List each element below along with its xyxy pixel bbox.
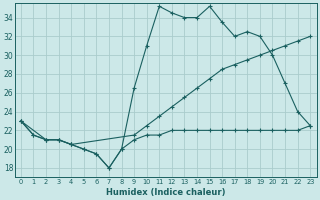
X-axis label: Humidex (Indice chaleur): Humidex (Indice chaleur) xyxy=(106,188,225,197)
